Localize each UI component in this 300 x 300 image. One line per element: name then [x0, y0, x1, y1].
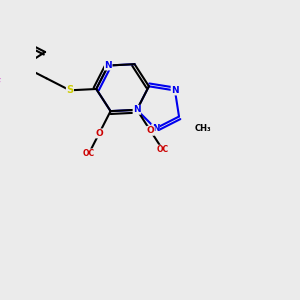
Text: O: O — [147, 126, 154, 135]
Text: OC: OC — [83, 149, 95, 158]
Text: N: N — [171, 86, 179, 95]
Text: N: N — [152, 124, 159, 133]
Text: N: N — [133, 105, 141, 114]
Text: S: S — [66, 85, 74, 95]
Text: O: O — [95, 129, 103, 138]
Text: N: N — [104, 61, 112, 70]
Text: CH₃: CH₃ — [194, 124, 211, 133]
Text: OC: OC — [157, 145, 169, 154]
Text: F: F — [0, 78, 1, 87]
